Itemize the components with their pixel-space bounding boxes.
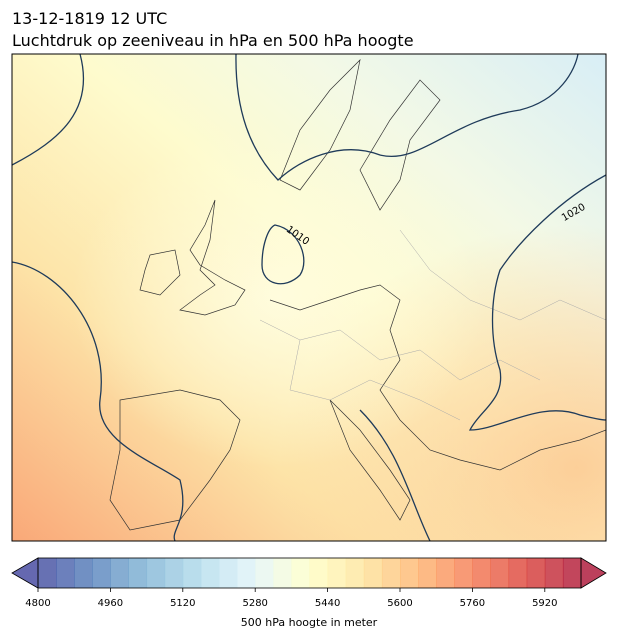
colorbar-bin — [508, 558, 528, 588]
colorbar-bin — [237, 558, 256, 588]
colorbar-bin — [56, 558, 75, 588]
colorbar: 4800 4960 5120 5280 5440 5600 5760 5920 — [11, 557, 607, 609]
colorbar-bin — [273, 558, 292, 588]
colorbar-bin — [454, 558, 473, 588]
colorbar-tick-label: 5760 — [460, 598, 485, 609]
colorbar-label: 500 hPa hoogte in meter — [241, 616, 378, 629]
colorbar-bin — [436, 558, 455, 588]
colorbar-bin — [38, 558, 57, 588]
colorbar-extend-high — [580, 557, 607, 589]
colorbar-bin — [255, 558, 274, 588]
colorbar-tick-label: 4960 — [98, 598, 123, 609]
map-frame — [11, 53, 607, 542]
colorbar-tick-label: 5600 — [387, 598, 412, 609]
colorbar-bin — [562, 558, 582, 588]
colorbar-frame — [37, 557, 582, 589]
colorbar-bin — [490, 558, 510, 588]
colorbar-bin — [418, 558, 437, 588]
colorbar-tick-label: 5120 — [170, 598, 195, 609]
colorbar-tick-label: 4800 — [25, 598, 50, 609]
colorbar-bin — [327, 558, 347, 588]
colorbar-extend-low — [11, 557, 39, 589]
colorbar-bin — [92, 558, 111, 588]
colorbar-bin — [381, 558, 401, 588]
colorbar-bin — [110, 558, 129, 588]
subtitle: Luchtdruk op zeeniveau in hPa en 500 hPa… — [12, 31, 414, 50]
colorbar-bin — [219, 558, 238, 588]
colorbar-bin — [146, 558, 166, 588]
colorbar-bin — [526, 558, 546, 588]
title: 13-12-1819 12 UTC — [12, 9, 167, 28]
colorbar-bin — [291, 558, 310, 588]
borders — [259, 229, 606, 421]
colorbar-bin — [472, 558, 491, 588]
colorbar-bin — [128, 558, 148, 588]
colorbar-tick-label: 5280 — [242, 598, 267, 609]
coastlines — [109, 58, 606, 531]
colorbar-tick-label: 5920 — [532, 598, 557, 609]
colorbar-bin — [200, 558, 220, 588]
colorbar-bin — [74, 558, 93, 588]
colorbar-bin — [164, 558, 184, 588]
colorbar-bin — [309, 558, 329, 588]
colorbar-bin — [363, 558, 383, 588]
colorbar-bin — [400, 558, 419, 588]
map: 1010 1020 — [12, 54, 606, 541]
colorbar-tick-label: 5440 — [315, 598, 340, 609]
colorbar-bin — [345, 558, 365, 588]
colorbar-bin — [182, 558, 202, 588]
colorbar-bin — [544, 558, 564, 588]
isobars — [12, 54, 606, 541]
